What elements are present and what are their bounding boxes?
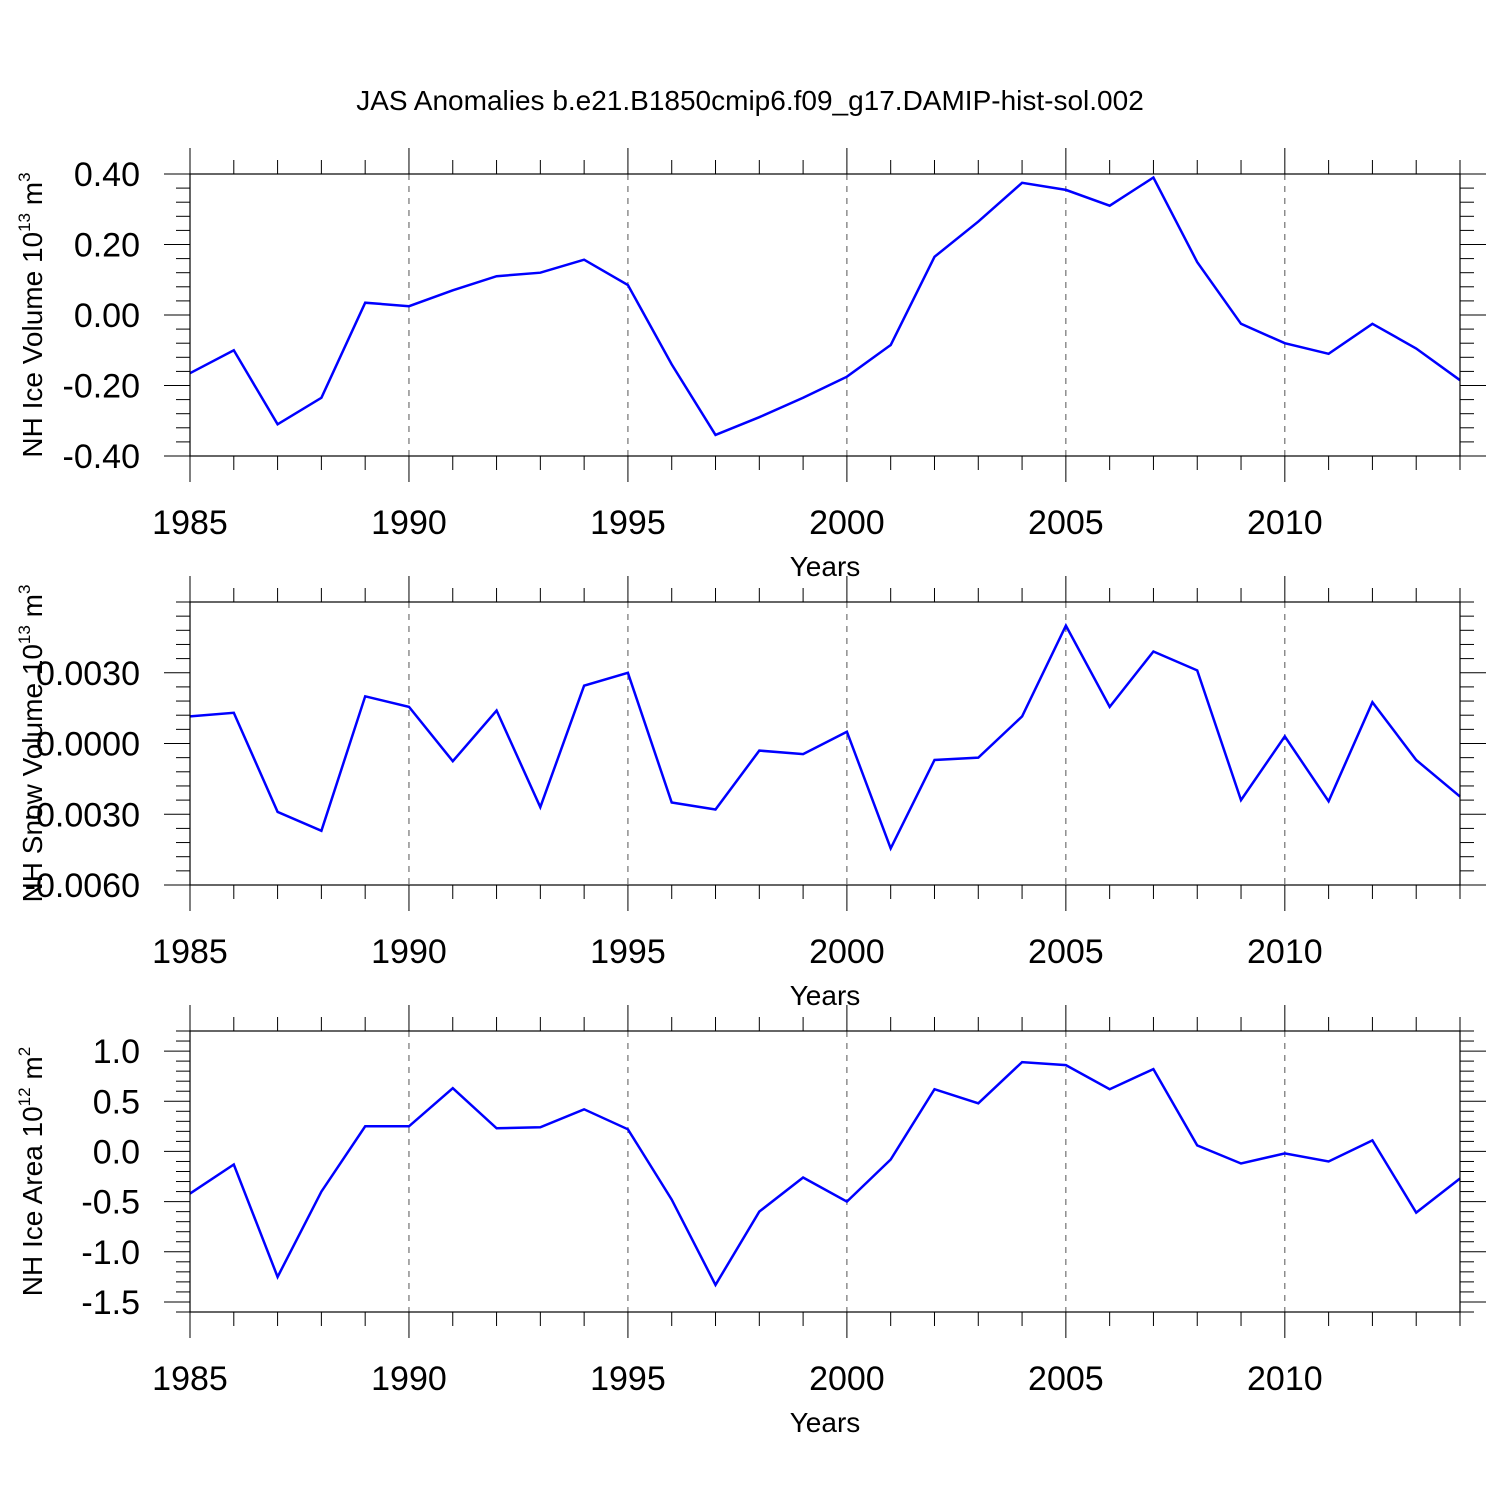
snow-volume-x-tick-label-1985: 1985 bbox=[152, 933, 228, 971]
ice-volume-y-tick-label: 0.20 bbox=[74, 227, 140, 265]
ice-volume-x-tick-label-1995: 1995 bbox=[590, 504, 666, 542]
ice-volume-frame bbox=[189, 173, 1461, 457]
snow-volume-grid bbox=[408, 602, 1286, 885]
ice-area-x-tick-label-2000: 2000 bbox=[809, 1360, 885, 1398]
snow-volume-x-tick-label-2000: 2000 bbox=[809, 933, 885, 971]
ice-area-y-tick-label: 0.0 bbox=[93, 1133, 140, 1171]
snow-volume-y-tick-labels: 0.0030 0.0000 -0.0030 -0.0060 bbox=[25, 655, 140, 905]
snow-volume-y-tick-label: -0.0060 bbox=[25, 867, 140, 905]
snow-volume-x-tick-label-2005: 2005 bbox=[1028, 933, 1104, 971]
ice-area-line bbox=[189, 1060, 1461, 1288]
snow-volume-y-tick-label: -0.0030 bbox=[25, 796, 140, 834]
ice-area-x-tick-labels: 1985 1990 1995 2000 2005 2010 bbox=[152, 1360, 1322, 1398]
ice-volume-x-tick-label-2010: 2010 bbox=[1247, 504, 1323, 542]
snow-volume-y-tick-label: 0.0030 bbox=[36, 655, 140, 693]
ice-volume-line bbox=[189, 175, 1461, 437]
ice-area-grid bbox=[408, 1031, 1286, 1312]
ice-volume-y-axis-label: NH Ice Volume 1013 m3 bbox=[15, 172, 48, 457]
ice-area-y-tick-label: 1.0 bbox=[93, 1033, 140, 1071]
ice-area-y-tick-label: -1.0 bbox=[81, 1234, 140, 1272]
ice-volume-x-tick-label-2005: 2005 bbox=[1028, 504, 1104, 542]
ice-area-x-tick-label-1995: 1995 bbox=[590, 1360, 666, 1398]
ice-volume-x-tick-labels: 1985 1990 1995 2000 2005 2010 bbox=[152, 504, 1322, 542]
snow-volume-panel: 0.0030 0.0000 -0.0030 -0.0060 1985 1990 1995 2… bbox=[15, 576, 1486, 1011]
ice-area-y-tick-label: -0.5 bbox=[81, 1184, 140, 1222]
ice-area-panel: 1.0 0.5 0.0 -0.5 -1.0 -1.5 1985 1990 1995 2000 20… bbox=[15, 1005, 1486, 1438]
ice-volume-y-tick-label: -0.40 bbox=[63, 438, 141, 476]
ice-volume-panel: 0.40 0.20 0.00 -0.20 -0.40 1985 1990 1995 2000 2… bbox=[15, 148, 1486, 582]
ice-area-x-tick-label-1985: 1985 bbox=[152, 1360, 228, 1398]
ice-area-y-tick-labels: 1.0 0.5 0.0 -0.5 -1.0 -1.5 bbox=[81, 1033, 140, 1322]
ice-volume-x-tick-label-1985: 1985 bbox=[152, 504, 228, 542]
ice-volume-y-tick-label: -0.20 bbox=[63, 368, 141, 406]
ice-area-y-tick-label: 0.5 bbox=[93, 1083, 140, 1121]
ice-volume-x-axis-label: Years bbox=[790, 551, 861, 582]
ice-area-x-tick-label-2010: 2010 bbox=[1247, 1360, 1323, 1398]
ice-area-x-tick-label-1990: 1990 bbox=[371, 1360, 447, 1398]
ice-area-frame bbox=[189, 1030, 1461, 1313]
ice-area-y-axis-label: NH Ice Area 1012 m2 bbox=[15, 1047, 48, 1296]
ice-volume-grid bbox=[408, 174, 1286, 456]
snow-volume-axes bbox=[164, 576, 1486, 911]
ice-area-x-axis-label: Years bbox=[790, 1407, 861, 1438]
ice-area-x-tick-label-2005: 2005 bbox=[1028, 1360, 1104, 1398]
chart-title: JAS Anomalies b.e21.B1850cmip6.f09_g17.D… bbox=[356, 85, 1144, 116]
snow-volume-x-tick-labels: 1985 1990 1995 2000 2005 2010 bbox=[152, 933, 1322, 971]
ice-volume-axes bbox=[164, 148, 1486, 482]
ice-area-y-tick-label: -1.5 bbox=[81, 1284, 140, 1322]
ice-volume-y-tick-label: 0.00 bbox=[74, 297, 140, 335]
ice-volume-x-tick-label-1990: 1990 bbox=[371, 504, 447, 542]
snow-volume-y-axis-label: NH Snow Volume 1013 m3 bbox=[15, 585, 48, 903]
ice-area-axes bbox=[164, 1005, 1486, 1338]
snow-volume-y-tick-label: 0.0000 bbox=[36, 726, 140, 764]
snow-volume-x-tick-label-1990: 1990 bbox=[371, 933, 447, 971]
ice-volume-x-tick-label-2000: 2000 bbox=[809, 504, 885, 542]
snow-volume-x-tick-label-2010: 2010 bbox=[1247, 933, 1323, 971]
snow-volume-line bbox=[189, 622, 1461, 852]
ice-volume-y-tick-labels: 0.40 0.20 0.00 -0.20 -0.40 bbox=[63, 156, 141, 476]
ice-volume-y-tick-label: 0.40 bbox=[74, 156, 140, 194]
snow-volume-x-axis-label: Years bbox=[790, 980, 861, 1011]
snow-volume-x-tick-label-1995: 1995 bbox=[590, 933, 666, 971]
